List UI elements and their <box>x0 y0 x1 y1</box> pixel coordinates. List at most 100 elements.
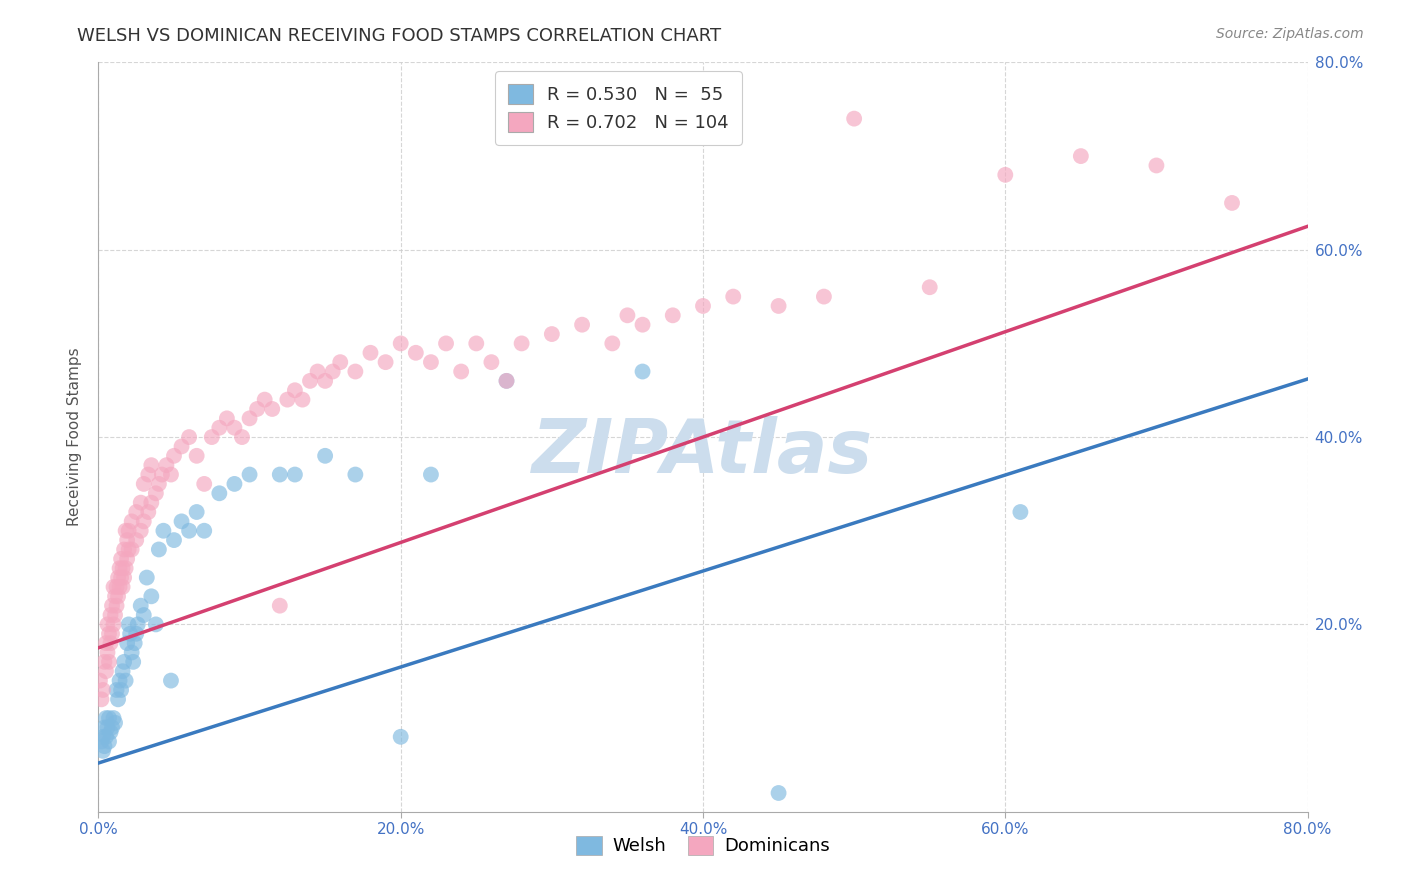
Point <box>91 730 114 744</box>
Point <box>114 673 136 688</box>
Point <box>284 384 307 398</box>
Point <box>224 421 246 435</box>
Point <box>114 524 136 538</box>
Point <box>434 336 457 351</box>
Point <box>118 617 141 632</box>
Point <box>111 664 134 679</box>
Point <box>145 486 167 500</box>
Point <box>239 467 262 482</box>
Point <box>127 617 149 632</box>
Point <box>179 430 201 444</box>
Point <box>145 617 167 632</box>
Point <box>329 355 352 369</box>
Point <box>224 476 246 491</box>
Point <box>148 476 170 491</box>
Point <box>495 374 517 388</box>
Point <box>89 673 111 688</box>
Point <box>239 411 262 425</box>
Point <box>405 345 427 359</box>
Point <box>132 514 155 528</box>
Point <box>112 655 135 669</box>
Point <box>93 655 115 669</box>
Point <box>105 599 128 613</box>
Point <box>112 571 135 585</box>
Point <box>98 734 121 748</box>
Point <box>571 318 593 332</box>
Point <box>374 355 396 369</box>
Point <box>186 449 208 463</box>
Point <box>155 458 177 473</box>
Point <box>129 524 152 538</box>
Point <box>215 411 238 425</box>
Point <box>108 580 131 594</box>
Point <box>844 112 866 126</box>
Point <box>100 608 122 623</box>
Point <box>129 599 152 613</box>
Point <box>132 476 155 491</box>
Point <box>495 374 517 388</box>
Point <box>276 392 298 407</box>
Point <box>284 467 307 482</box>
Point <box>193 524 215 538</box>
Point <box>481 355 503 369</box>
Point <box>163 449 186 463</box>
Point <box>389 336 412 351</box>
Point <box>231 430 253 444</box>
Point <box>105 683 128 698</box>
Point <box>307 365 329 379</box>
Point <box>108 673 131 688</box>
Point <box>253 392 276 407</box>
Point <box>465 336 488 351</box>
Point <box>768 786 790 800</box>
Point <box>420 355 443 369</box>
Point <box>94 730 117 744</box>
Point <box>360 345 382 359</box>
Point <box>170 440 193 453</box>
Point <box>94 636 117 650</box>
Point <box>118 524 141 538</box>
Point <box>661 308 683 322</box>
Point <box>107 692 129 706</box>
Point <box>291 392 314 407</box>
Point <box>104 608 127 623</box>
Point <box>994 168 1017 182</box>
Point <box>124 636 146 650</box>
Point <box>136 467 159 482</box>
Point <box>201 430 224 444</box>
Point <box>107 571 129 585</box>
Point <box>1220 195 1243 210</box>
Point <box>110 571 132 585</box>
Text: Source: ZipAtlas.com: Source: ZipAtlas.com <box>1216 27 1364 41</box>
Point <box>121 514 143 528</box>
Point <box>103 617 125 632</box>
Point <box>616 308 638 322</box>
Point <box>100 636 122 650</box>
Legend: Welsh, Dominicans: Welsh, Dominicans <box>569 829 837 863</box>
Point <box>208 421 231 435</box>
Point <box>104 715 127 730</box>
Point <box>723 289 745 303</box>
Point <box>122 655 145 669</box>
Point <box>813 289 835 303</box>
Point <box>208 486 231 500</box>
Point <box>91 744 114 758</box>
Point <box>152 524 174 538</box>
Point <box>115 551 138 566</box>
Point <box>125 533 148 547</box>
Point <box>135 571 157 585</box>
Point <box>510 336 533 351</box>
Point <box>121 542 143 557</box>
Point <box>631 365 654 379</box>
Point <box>450 365 472 379</box>
Point <box>602 336 624 351</box>
Point <box>120 626 142 640</box>
Point <box>121 646 143 660</box>
Point <box>170 514 193 528</box>
Point <box>141 496 163 510</box>
Point <box>322 365 344 379</box>
Point <box>768 299 790 313</box>
Point <box>93 739 115 753</box>
Text: ZIPAtlas: ZIPAtlas <box>533 416 873 489</box>
Point <box>98 655 121 669</box>
Point <box>114 561 136 575</box>
